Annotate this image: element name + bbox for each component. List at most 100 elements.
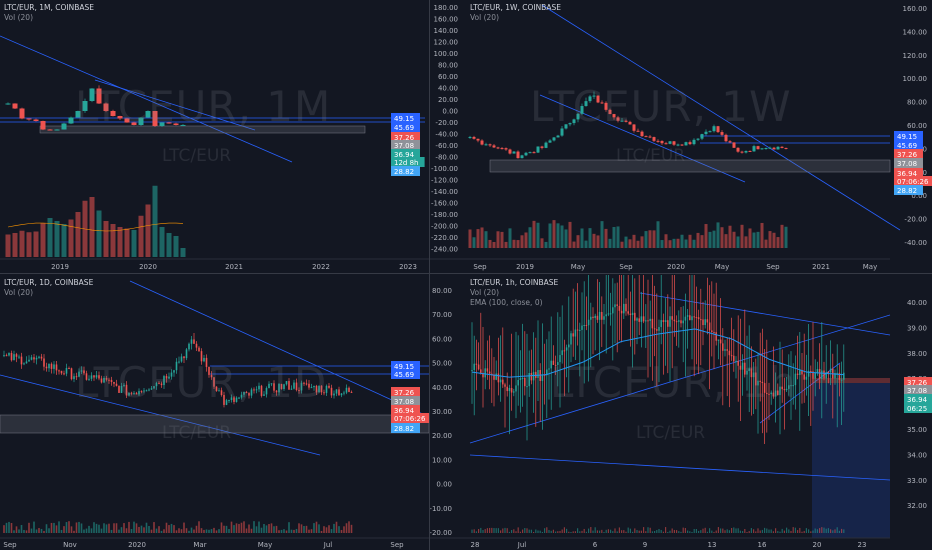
volume-indicator-label[interactable]: Vol (20) [470,13,500,22]
candle-body [676,144,680,146]
price-label-bg [391,132,420,142]
candle-body [230,397,233,401]
volume-bar [100,528,103,533]
volume-indicator-label[interactable]: Vol (20) [4,288,34,297]
volume-bar [223,525,225,533]
candle-body [500,148,504,150]
candle-body [295,382,298,391]
candle-body [580,106,584,114]
volume-bar [205,529,208,533]
volume-bar [676,530,678,533]
candle-body [631,312,634,315]
volume-bar [636,240,640,248]
price-label: 37.08 [907,387,927,395]
axis-tick-label: Sep [619,263,633,271]
candle-body [275,390,278,393]
volume-bar [651,531,653,533]
candle-body [521,377,524,379]
candle-body [695,317,698,319]
candle-body [585,325,588,327]
volume-bar [131,230,137,257]
volume-bar [535,529,537,533]
chart-pane-monthly[interactable]: 2019 2020 2021 2022 2023 49.15 45.69 37.26 37.08… [0,0,429,273]
candle-body [672,141,676,145]
volume-indicator-label[interactable]: Vol (20) [470,288,500,297]
candle-body [100,378,103,383]
candle-body [722,343,724,351]
volume-bar [579,531,581,533]
ema-indicator-label[interactable]: EMA (100, close, 0) [470,298,543,307]
axis-tick-label: 2020 [139,263,157,271]
volume-bar [173,525,175,533]
candle-body [712,126,716,132]
volume-indicator-label[interactable]: Vol (20) [4,13,34,22]
chart-pane-hourly[interactable]: 80.00 70.00 60.00 50.00 40.00 30.00 20.00 10.00… [430,275,932,550]
candle-body [350,391,353,393]
volume-bar [328,525,330,533]
pane-title[interactable]: LTC/EUR, 1M, COINBASE [4,3,95,12]
chart-canvas-hourly[interactable]: 80.0070.0060.0050.0040.0030.0020.0010.00… [430,275,932,550]
chart-pane-daily[interactable]: Sep Nov 2020 Mar May Jul Sep 49.15 45.69 37.26 37.… [0,275,429,550]
price-label: 36.94 [394,407,415,415]
volume-bar [293,529,295,533]
price-label: 36.94 [907,396,928,404]
candle-body [163,376,165,386]
candle-body [810,370,812,372]
candle-body [640,316,643,322]
volume-bar [138,215,144,257]
pane-title[interactable]: LTC/EUR, 1W, COINBASE [470,3,561,12]
candle-body [561,350,563,356]
volume-bar [605,529,607,533]
trendline-channel [469,454,891,481]
price-label: 37.08 [394,398,414,406]
candle-body [834,373,836,379]
candle-body [200,351,203,362]
axis-tick-label: 140.00 [434,27,459,35]
candle-body [160,383,163,386]
pane-title[interactable]: LTC/EUR, 1h, COINBASE [470,278,559,287]
volume-bar [508,228,512,248]
price-label: 37.08 [897,160,917,168]
candle-body [640,131,644,137]
candle-body [805,376,808,380]
chart-pane-weekly[interactable]: 180.00 160.00 140.00 120.00 100.00 80.00 60.00… [430,0,932,273]
volume-bar [178,528,180,533]
pane-title[interactable]: LTC/EUR, 1D, COINBASE [4,278,94,287]
candle-body [303,382,305,384]
volume-bar [801,531,803,533]
volume-bar [790,530,792,533]
pane-divider-horizontal[interactable] [0,273,932,274]
candle-body [283,384,285,389]
candle-body [823,370,825,379]
volume-bar [175,530,178,533]
candle-body [484,368,486,378]
candle-body [607,313,610,315]
axis-tick-label: 2023 [399,263,417,271]
volume-bar [794,527,796,533]
volume-bar [478,529,480,533]
chart-canvas-weekly[interactable]: 180.00 160.00 140.00 120.00 100.00 80.00 60.00… [430,0,932,273]
volume-bar [823,527,825,533]
volume-bar [687,530,689,533]
candle-body [560,128,564,136]
candle-body [717,339,720,341]
candle-body [576,113,580,120]
candle-body [662,320,665,322]
volume-bar [693,529,695,533]
volume-bar [15,526,18,533]
volume-bar [712,230,716,248]
candle-body [785,388,788,391]
volume-bar [28,522,30,533]
pane-divider-vertical[interactable] [429,0,430,550]
volume-bar [188,530,190,533]
volume-bar [33,231,39,257]
candle-body [159,122,165,126]
axis-tick-label: Sep [3,541,17,549]
axis-tick-label: 2020 [667,263,685,271]
volume-bar [96,210,102,257]
axis-tick-label: 39.00 [907,324,927,332]
volume-bar [777,531,779,533]
axis-tick-label: -10.00 [430,505,452,513]
